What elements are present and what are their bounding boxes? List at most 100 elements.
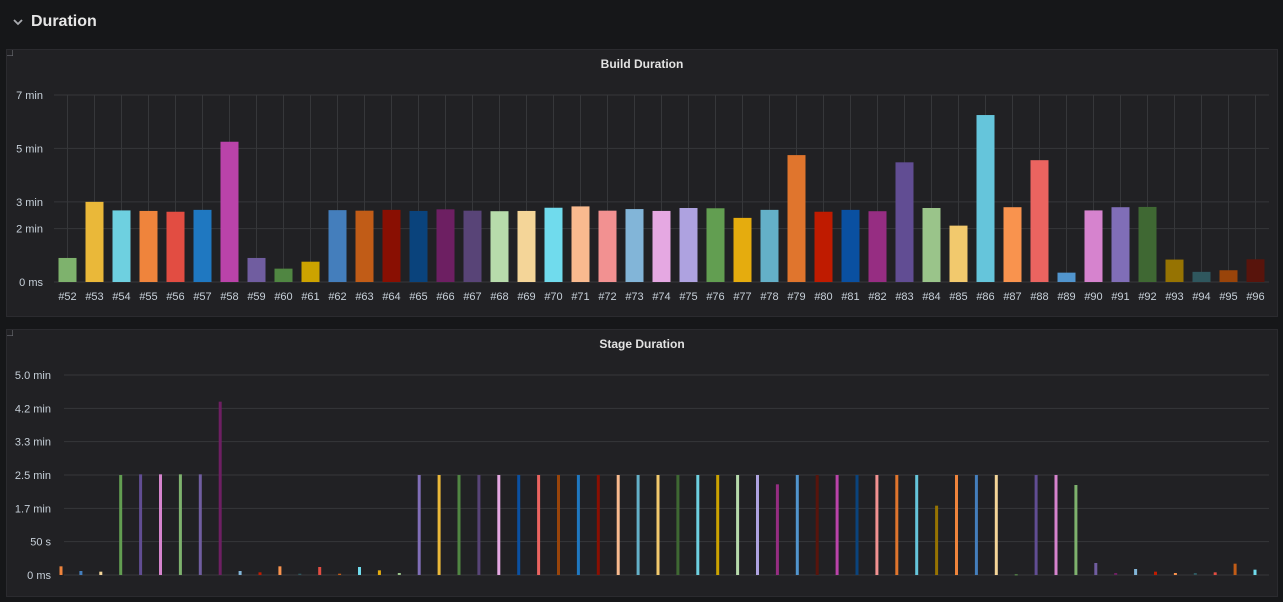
bar — [417, 475, 421, 575]
bar — [218, 401, 222, 575]
bar — [676, 475, 680, 575]
bar — [166, 211, 185, 282]
bar — [301, 261, 320, 282]
bar — [318, 567, 322, 575]
panel-title[interactable]: Stage Duration — [599, 337, 685, 351]
bar — [355, 210, 374, 282]
x-tick-label: #65 — [409, 291, 427, 303]
bar — [437, 475, 441, 575]
bar — [1030, 160, 1049, 282]
bar — [760, 209, 779, 282]
resize-handle[interactable] — [7, 330, 13, 336]
chevron-down-icon[interactable] — [11, 15, 25, 29]
y-tick-label: 0 ms — [27, 570, 51, 582]
bar — [787, 155, 806, 282]
bar — [58, 257, 77, 282]
x-tick-label: #76 — [706, 291, 724, 303]
bar — [733, 217, 752, 282]
x-tick-label: #62 — [328, 291, 346, 303]
bar — [328, 210, 347, 282]
x-tick-label: #84 — [922, 291, 940, 303]
x-tick-label: #80 — [814, 291, 832, 303]
bar — [193, 209, 212, 282]
bar — [976, 115, 995, 283]
bar — [1003, 207, 1022, 282]
bar — [955, 475, 958, 575]
x-tick-label: #91 — [1111, 291, 1129, 303]
stage-duration-chart: 0 ms 50 s 1.7 min 2.5 min 3.3 min 4.2 min 5.0 … — [15, 370, 1269, 582]
panel-title[interactable]: Build Duration — [600, 57, 684, 71]
x-tick-label: #66 — [436, 291, 454, 303]
x-tick-label: #52 — [58, 291, 76, 303]
x-tick-label: #61 — [301, 291, 319, 303]
x-tick-label: #53 — [85, 291, 103, 303]
build-duration-chart: 0 ms 2 min 3 min 5 min 7 min #52 #53 #54 #55 #56 #… — [16, 90, 1269, 303]
x-tick-label: #73 — [625, 291, 643, 303]
x-tick-label: #58 — [220, 291, 238, 303]
bar — [544, 207, 563, 282]
bar — [1173, 573, 1177, 575]
bar — [625, 209, 644, 282]
bar — [112, 210, 131, 282]
bar — [875, 475, 879, 575]
bar — [1213, 572, 1217, 575]
x-tick-label: #59 — [247, 291, 265, 303]
bar — [457, 475, 461, 575]
bar — [238, 571, 242, 575]
y-tick-label: 3.3 min — [15, 437, 51, 449]
bar — [258, 572, 262, 575]
bar — [949, 225, 968, 282]
x-tick-label: #68 — [490, 291, 508, 303]
bar — [409, 210, 428, 282]
row-header[interactable]: Duration — [0, 0, 1283, 44]
bar — [537, 475, 541, 575]
y-tick-label: 0 ms — [19, 277, 43, 289]
bar — [814, 211, 833, 282]
x-tick-label: #87 — [1003, 291, 1021, 303]
bar — [298, 573, 302, 575]
bar — [696, 475, 700, 575]
x-tick-label: #82 — [868, 291, 886, 303]
x-tick-label: #64 — [382, 291, 400, 303]
bar — [636, 475, 640, 575]
bar — [59, 566, 63, 575]
x-tick-label: #56 — [166, 291, 184, 303]
x-tick-label: #83 — [895, 291, 913, 303]
bar — [198, 474, 202, 575]
bar — [99, 571, 103, 575]
y-tick-label: 3 min — [16, 197, 43, 209]
build-duration-panel: Build Duration 0 ms 2 min 3 min 5 min 7 min #… — [6, 49, 1278, 317]
x-tick-label: #81 — [841, 291, 859, 303]
row-title: Duration — [31, 13, 97, 30]
x-tick-label: #69 — [517, 291, 535, 303]
bar — [377, 570, 381, 575]
x-tick-label: #55 — [139, 291, 157, 303]
x-tick-label: #85 — [949, 291, 967, 303]
bar — [477, 475, 481, 575]
bar — [994, 475, 998, 575]
bar — [1014, 574, 1018, 576]
resize-handle[interactable] — [7, 50, 13, 56]
bar — [922, 208, 941, 282]
bar — [895, 162, 914, 282]
bar — [397, 573, 401, 575]
bar — [855, 475, 859, 575]
x-tick-label: #79 — [787, 291, 805, 303]
x-tick-label: #89 — [1057, 291, 1075, 303]
bar — [1165, 259, 1184, 282]
bar — [795, 475, 799, 575]
x-tick-label: #77 — [733, 291, 751, 303]
x-tick-label: #90 — [1084, 291, 1102, 303]
bar — [1111, 207, 1130, 282]
x-tick-label: #71 — [571, 291, 589, 303]
bar — [220, 141, 239, 282]
x-tick-label: #57 — [193, 291, 211, 303]
bar — [247, 257, 266, 282]
bar — [1253, 569, 1257, 575]
bar — [517, 475, 521, 575]
x-tick-label: #63 — [355, 291, 373, 303]
bar — [497, 475, 501, 575]
y-tick-label: 5.0 min — [15, 370, 51, 382]
bar — [1084, 210, 1103, 282]
bar — [716, 475, 720, 575]
